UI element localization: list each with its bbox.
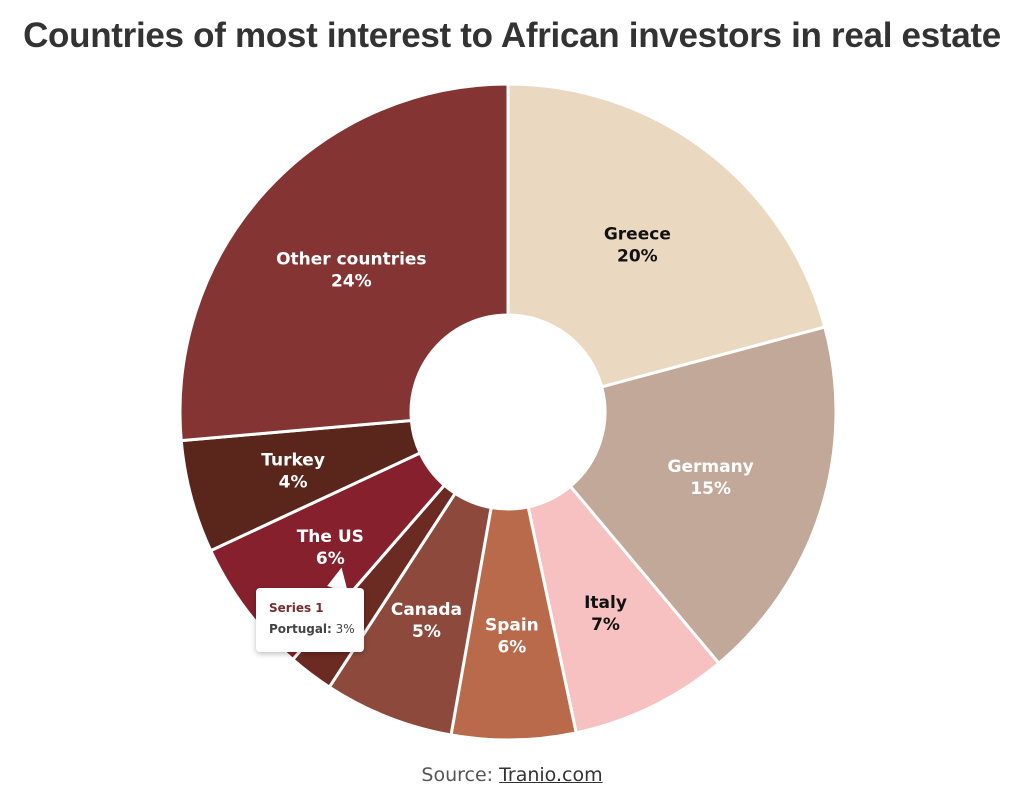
data-label-spain: Spain 6%	[485, 615, 539, 657]
data-label-italy: Italy 7%	[584, 593, 627, 635]
slice-germany[interactable]	[568, 325, 838, 666]
data-label-other-countries: Other countries 24%	[276, 249, 426, 291]
chart-title: Countries of most interest to African in…	[23, 16, 1001, 55]
tooltip-value: 3%	[335, 622, 355, 636]
source-link[interactable]: Tranio.com	[499, 764, 603, 786]
slice-italy[interactable]	[526, 484, 721, 735]
data-label-greece: Greece 20%	[604, 224, 671, 266]
source-prefix: Source:	[421, 764, 500, 786]
data-label-germany: Germany 15%	[668, 457, 754, 499]
data-label-canada: Canada 5%	[391, 600, 462, 642]
slice-other-countries[interactable]	[178, 82, 510, 443]
tooltip-row: Portugal: 3%	[269, 622, 355, 636]
source-note: Source: Tranio.com	[0, 764, 1024, 786]
slice-greece[interactable]	[506, 82, 827, 389]
tooltip-label: Portugal:	[269, 622, 332, 636]
data-label-the-us: The US 6%	[297, 527, 364, 569]
tooltip: Series 1 Portugal: 3%	[256, 588, 364, 652]
data-label-turkey: Turkey 4%	[261, 451, 325, 493]
tooltip-series-name: Series 1	[269, 601, 324, 615]
